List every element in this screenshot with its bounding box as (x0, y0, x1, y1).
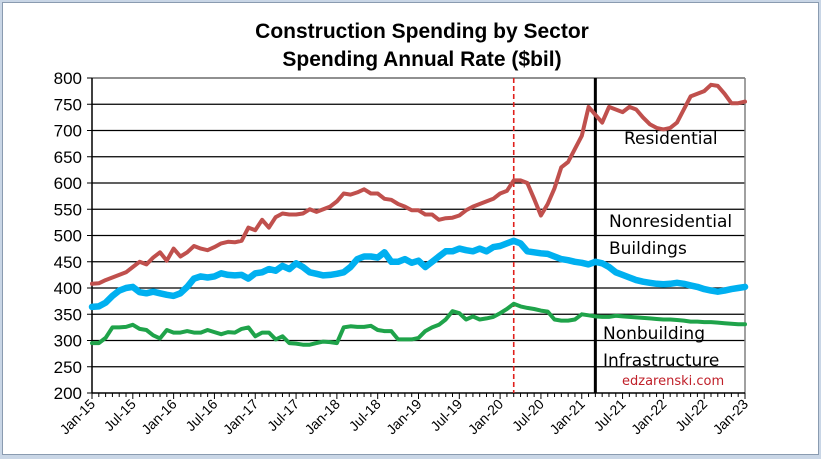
x-tick-label: Jul-18 (346, 396, 384, 434)
y-tick-label: 800 (54, 69, 82, 88)
x-tick-label: Jul-19 (427, 396, 465, 434)
nonresidential-label-line1: Nonresidential (609, 212, 732, 232)
residential-label: Residential (624, 129, 718, 149)
y-tick-label: 300 (54, 332, 82, 351)
y-tick-label: 550 (54, 200, 82, 219)
vertical-markers (512, 78, 597, 393)
y-tick-label: 400 (54, 279, 82, 298)
x-tick-label: Jul-21 (590, 396, 628, 434)
series-line-residential (90, 82, 747, 286)
series-line-nonbuilding-infrastructure (90, 301, 747, 347)
gridlines (91, 77, 746, 394)
y-tick-label: 750 (54, 95, 82, 114)
y-tick-label: 600 (54, 174, 82, 193)
x-tick-label: Jan-16 (138, 396, 180, 438)
chart-subtitle: Spending Annual Rate ($bil) (282, 48, 561, 71)
nonbuilding-label-line1: Nonbuilding (603, 324, 705, 344)
y-tick-label: 200 (54, 384, 82, 403)
x-tick-label: Jan-18 (301, 396, 343, 438)
x-tick-label: Jan-17 (220, 396, 262, 438)
y-tick-label: 650 (54, 148, 82, 167)
x-tick-label: Jan-20 (465, 396, 507, 438)
x-axis-ticks: Jan-15 Jul-15 Jan-16 Jul-16 Jan-17 Jul-17 Jan-… (57, 393, 752, 438)
y-tick-label: 350 (54, 305, 82, 324)
series-lines (88, 82, 749, 347)
x-tick-label: Jan-19 (383, 396, 425, 438)
x-tick-label: Jul-22 (672, 396, 710, 434)
chart-title: Construction Spending by Sector (255, 20, 589, 43)
y-tick-label: 500 (54, 227, 82, 246)
x-tick-label: Jan-23 (710, 396, 752, 438)
y-tick-label: 250 (54, 358, 82, 377)
nonbuilding-label-line2: Infrastructure (603, 351, 719, 371)
x-tick-label: Jan-22 (628, 396, 670, 438)
x-tick-label: Jan-21 (546, 396, 588, 438)
x-tick-label: Jul-15 (101, 396, 139, 434)
x-tick-label: Jul-20 (509, 396, 547, 434)
x-tick-label: Jul-16 (182, 396, 220, 434)
credit-text: edzarenski.com (622, 374, 724, 389)
annotations: Residential Nonresidential Buildings Non… (603, 129, 732, 389)
nonresidential-label-line2: Buildings (609, 239, 687, 259)
y-tick-label: 700 (54, 122, 82, 141)
x-tick-label: Jul-17 (264, 396, 302, 434)
series-line-nonresidential-buildings (88, 237, 749, 311)
y-axis-ticks: 200 250 300 350 400 450 500 550 600 650 700 750 800 (54, 69, 92, 403)
y-tick-label: 450 (54, 253, 82, 272)
